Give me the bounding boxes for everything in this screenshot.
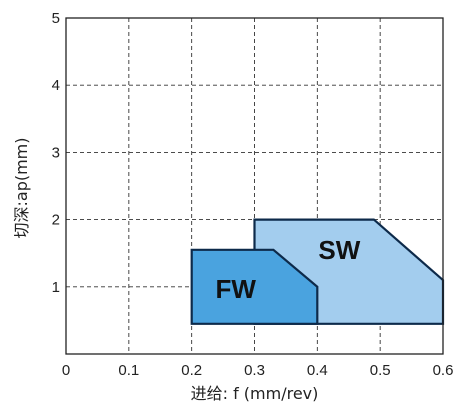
- x-tick-label: 0.5: [370, 362, 391, 379]
- x-tick-label: 0.3: [244, 362, 265, 379]
- y-tick-label: 4: [52, 77, 60, 94]
- y-tick-label: 5: [52, 10, 60, 27]
- x-tick-label: 0: [62, 362, 70, 379]
- plot-frame: [65, 17, 444, 355]
- y-tick-label: 2: [52, 212, 60, 229]
- y-tick-label: 1: [52, 279, 60, 296]
- x-tick-label: 0.1: [118, 362, 139, 379]
- region-label-sw: SW: [318, 235, 360, 265]
- y-tick-label: 3: [52, 144, 60, 161]
- x-tick-label: 0.4: [307, 362, 328, 379]
- x-axis-label: 进给: f (mm/rev): [191, 384, 319, 403]
- y-axis-label: 切深:ap(mm): [12, 137, 31, 238]
- tick-labels: 0 0.1 0.2 0.3 0.4 0.5 0.6 1 2 3 4 5: [52, 10, 454, 379]
- x-tick-label: 0.6: [433, 362, 454, 379]
- region-fw: [190, 248, 319, 325]
- x-tick-label: 0.2: [181, 362, 202, 379]
- regions: SW FW: [190, 218, 445, 325]
- region-label-fw: FW: [215, 274, 256, 304]
